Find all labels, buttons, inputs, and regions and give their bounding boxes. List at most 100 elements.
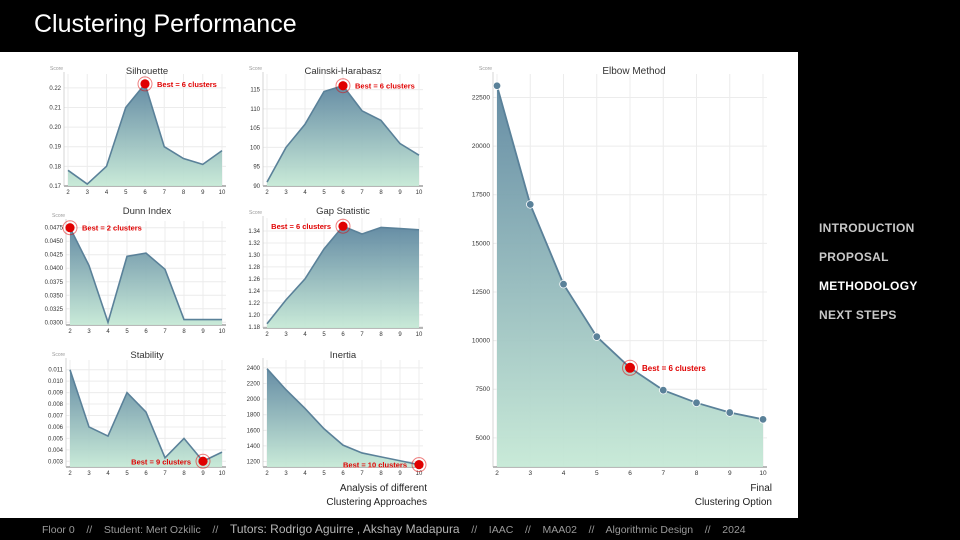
chart-title: Calinski-Harabasz <box>304 66 381 77</box>
y-tick-label: 2000 <box>247 397 261 403</box>
chart-dunn: 0.0300 0.0325 0.0350 0.0375 0.0400 0.0425 0.04… <box>45 206 226 335</box>
x-tick-label: 6 <box>143 190 147 196</box>
y-tick-label: 5000 <box>476 435 491 442</box>
y-tick-label: 10000 <box>472 338 490 345</box>
highlight-label: Best = 10 clusters <box>343 461 407 470</box>
x-tick-label: 9 <box>201 329 205 335</box>
x-tick-label: 8 <box>379 471 383 477</box>
highlight-label: Best = 6 clusters <box>355 82 415 91</box>
chart-calinski: 90 95 100 105 110 115 2 3 4 5 6 7 8 9 10 Score Calinski-… <box>249 66 423 196</box>
x-tick-label: 5 <box>595 470 599 477</box>
x-tick-label: 4 <box>106 471 110 477</box>
nav-item-proposal[interactable]: PROPOSAL <box>819 250 889 264</box>
chart-stability: 0.003 0.004 0.005 0.006 0.007 0.008 0.009 0.010… <box>48 350 226 477</box>
series-line <box>69 227 222 325</box>
highlight-ring <box>137 76 153 92</box>
data-point <box>592 332 601 341</box>
series-area <box>267 368 419 467</box>
y-tick-label: 1.30 <box>248 253 260 259</box>
y-tick-label: 0.008 <box>48 402 64 408</box>
x-tick-label: 8 <box>379 332 383 338</box>
y-tick-label: 1400 <box>247 444 261 450</box>
chart-title: Stability <box>130 350 164 361</box>
nav-item-introduction[interactable]: INTRODUCTION <box>819 221 915 235</box>
y-tick-label: 0.21 <box>49 105 61 111</box>
y-tick-label: 1200 <box>247 460 261 466</box>
x-tick-label: 9 <box>398 471 402 477</box>
x-tick-label: 4 <box>303 190 307 196</box>
x-tick-label: 8 <box>695 470 699 477</box>
y-tick-label: 0.19 <box>49 145 61 151</box>
x-tick-label: 4 <box>562 470 566 477</box>
x-tick-label: 5 <box>322 471 326 477</box>
x-tick-label: 3 <box>284 190 288 196</box>
x-tick-label: 4 <box>105 190 109 196</box>
footer-student: Student: Mert Ozkilic <box>103 524 201 536</box>
y-tick-label: 105 <box>250 126 261 132</box>
highlight-label: Best = 6 clusters <box>271 222 331 231</box>
y-axis-label: Score <box>479 66 492 72</box>
highlight-label: Best = 6 clusters <box>157 80 217 89</box>
x-tick-label: 3 <box>528 470 532 477</box>
footer-sep-1: // <box>86 524 93 536</box>
series-area <box>70 227 222 325</box>
y-tick-label: 0.011 <box>48 368 63 374</box>
x-tick-label: 7 <box>163 329 167 335</box>
footer-program: MAA02 <box>542 524 577 536</box>
y-tick-label: 12500 <box>472 289 490 296</box>
y-axis-label: Score <box>249 66 262 72</box>
x-tick-label: 7 <box>661 470 665 477</box>
data-point <box>725 408 734 417</box>
y-tick-label: 1600 <box>247 428 261 434</box>
x-tick-label: 8 <box>182 329 186 335</box>
y-tick-label: 2400 <box>247 366 261 372</box>
x-tick-label: 4 <box>303 471 307 477</box>
x-tick-label: 2 <box>66 190 70 196</box>
x-tick-label: 8 <box>379 190 383 196</box>
side-nav: INTRODUCTION PROPOSAL METHODOLOGY NEXT S… <box>819 214 959 330</box>
chart-silhouette: 0.17 0.18 0.19 0.20 0.21 0.22 2 3 4 5 6 7 8 9 10 Score S… <box>49 66 226 196</box>
y-tick-label: 1.24 <box>248 289 260 295</box>
chart-inertia: 1200 1400 1600 1800 2000 2200 2400 2 3 4 5 6 7 8 9 10 In… <box>247 350 427 477</box>
series-area <box>68 83 222 186</box>
y-tick-label: 1.26 <box>248 277 260 283</box>
highlight-point <box>338 221 348 231</box>
x-tick-label: 2 <box>265 332 269 338</box>
caption-right-line-1: Final <box>750 483 772 494</box>
y-tick-label: 1.18 <box>248 325 260 331</box>
y-tick-label: 0.0325 <box>45 307 64 313</box>
highlight-ring <box>335 218 351 234</box>
y-tick-label: 1.34 <box>248 229 260 235</box>
x-tick-label: 6 <box>341 332 345 338</box>
chart-title: Elbow Method <box>602 66 665 77</box>
chart-gap: 1.18 1.20 1.22 1.24 1.26 1.28 1.30 1.32 1.34 2 3 4 5… <box>248 206 423 338</box>
caption-right: Final Clustering Option <box>572 482 772 510</box>
x-tick-label: 7 <box>163 471 167 477</box>
x-tick-label: 6 <box>341 471 345 477</box>
x-tick-label: 9 <box>201 190 205 196</box>
y-tick-label: 1.28 <box>248 265 260 271</box>
data-point <box>758 415 768 424</box>
x-tick-label: 6 <box>341 190 345 196</box>
x-tick-label: 5 <box>125 471 129 477</box>
nav-item-methodology[interactable]: METHODOLOGY <box>819 279 918 293</box>
series-line <box>69 369 223 463</box>
y-tick-label: 0.0450 <box>45 239 64 245</box>
nav-item-next-steps[interactable]: NEXT STEPS <box>819 308 897 322</box>
highlight-point <box>414 460 424 470</box>
chart-title: Gap Statistic <box>316 206 370 217</box>
charts-panel: 0.17 0.18 0.19 0.20 0.21 0.22 2 3 4 5 6 7 8 9 10 Score S… <box>0 52 798 518</box>
x-tick-label: 10 <box>416 471 423 477</box>
footer-sep-5: // <box>588 524 595 536</box>
x-tick-label: 10 <box>416 190 423 196</box>
x-tick-label: 9 <box>398 190 402 196</box>
y-tick-label: 1.22 <box>248 301 260 307</box>
highlight-ring <box>62 220 78 236</box>
x-tick-label: 5 <box>322 332 326 338</box>
footer-floor: Floor 0 <box>42 524 75 536</box>
y-tick-label: 110 <box>250 107 260 113</box>
footer-school: IAAC <box>488 524 514 536</box>
x-tick-label: 7 <box>360 190 364 196</box>
highlight-ring <box>195 453 211 469</box>
y-tick-label: 0.010 <box>48 379 64 385</box>
